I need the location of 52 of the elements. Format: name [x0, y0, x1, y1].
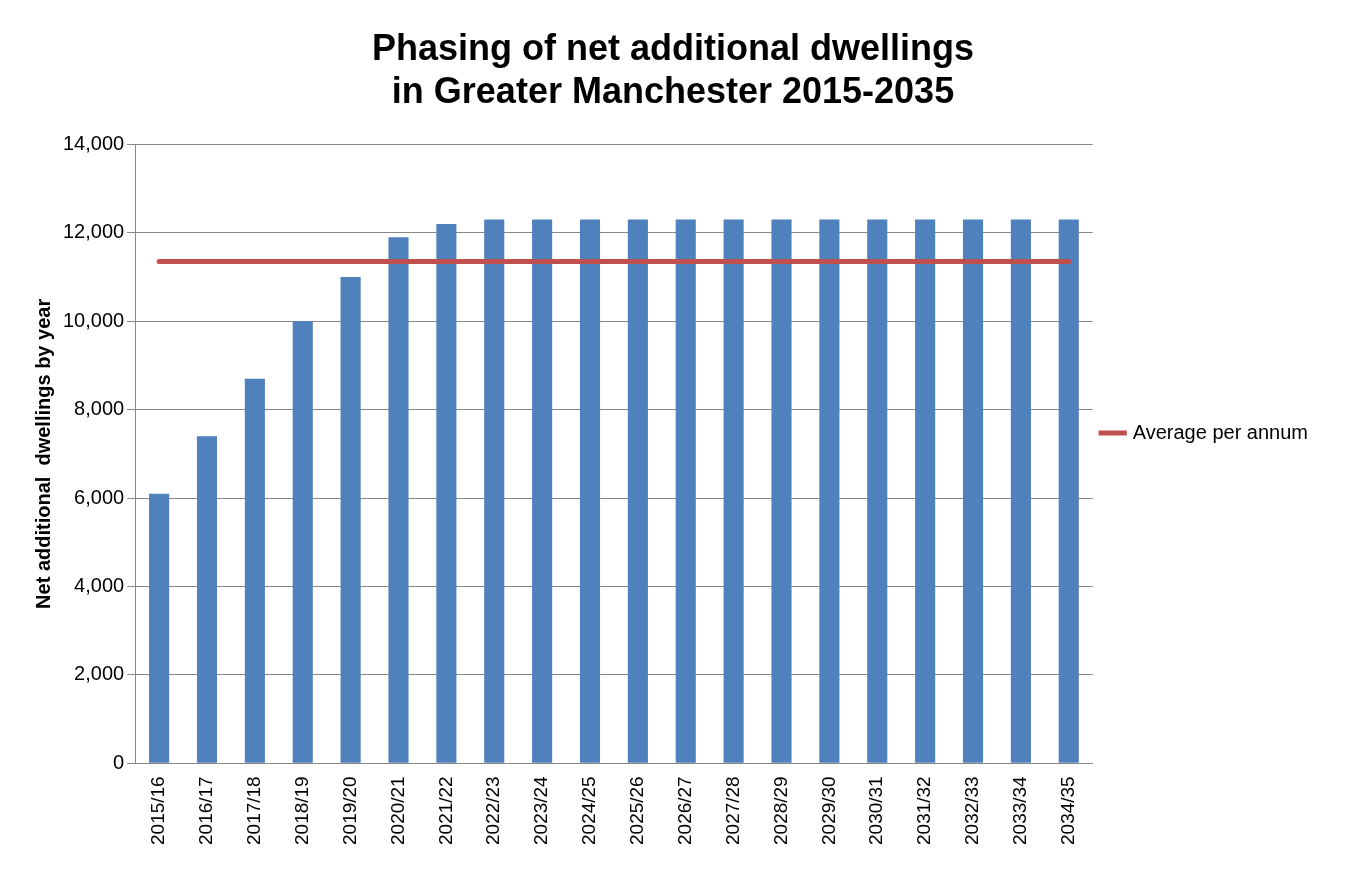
bar — [771, 219, 792, 763]
y-tick-label: 2,000 — [74, 662, 125, 685]
bar — [819, 219, 840, 763]
x-tick-label: 2029/30 — [817, 776, 839, 846]
x-tick-label: 2017/18 — [243, 776, 265, 846]
x-tick-label: 2026/27 — [673, 776, 695, 846]
y-tick-label: 6,000 — [74, 485, 125, 508]
text: Phasing of net additional dwellings — [371, 26, 975, 68]
y-tick-label: 4,000 — [74, 574, 125, 596]
bar — [915, 219, 936, 763]
x-tick-label: 2024/25 — [578, 776, 600, 846]
bar — [627, 219, 648, 763]
bar — [484, 219, 505, 763]
x-tick-label: 2030/31 — [865, 776, 887, 846]
x-tick-label: 2028/29 — [769, 776, 791, 846]
x-tick-label: 2020/21 — [386, 776, 408, 846]
bar — [867, 219, 888, 763]
y-tick-label: 12,000 — [63, 220, 125, 243]
x-tick-label: 2032/33 — [961, 776, 983, 846]
bar — [388, 237, 409, 763]
y-tick-label: 14,000 — [63, 131, 125, 154]
bar — [196, 436, 218, 763]
bar — [436, 223, 457, 763]
x-tick-label: 2031/32 — [913, 776, 935, 846]
x-tick-label: 2025/26 — [626, 776, 648, 846]
bar — [340, 277, 361, 763]
bar — [149, 493, 170, 763]
x-tick-label: 2027/28 — [721, 776, 743, 846]
bar — [723, 219, 744, 763]
x-tick-label: 2023/24 — [530, 775, 552, 846]
x-tick-label: 2019/20 — [338, 776, 360, 846]
legend-label: Average per annum — [1132, 420, 1309, 443]
y-tick-label: 10,000 — [63, 308, 125, 331]
bar — [1058, 219, 1079, 763]
text: in Greater Manchester 2015-2035 — [391, 69, 955, 111]
bar — [962, 219, 984, 763]
bar — [244, 378, 265, 763]
bar — [292, 321, 313, 763]
x-tick-label: 2021/22 — [434, 776, 456, 846]
x-tick-label: 2018/19 — [290, 776, 312, 846]
bar — [579, 219, 601, 763]
bar — [532, 219, 553, 763]
y-tick-label: 8,000 — [74, 397, 125, 420]
x-tick-label: 2016/17 — [195, 776, 217, 846]
x-tick-label: 2015/16 — [147, 776, 169, 846]
bar — [675, 219, 696, 763]
y-axis-title: Net additional dwellings by year — [31, 298, 54, 609]
x-tick-label: 2022/23 — [482, 776, 504, 846]
bar — [1010, 219, 1031, 763]
y-tick-label: 0 — [113, 750, 125, 773]
x-tick-label: 2034/35 — [1056, 776, 1078, 846]
x-tick-label: 2033/34 — [1009, 775, 1031, 846]
